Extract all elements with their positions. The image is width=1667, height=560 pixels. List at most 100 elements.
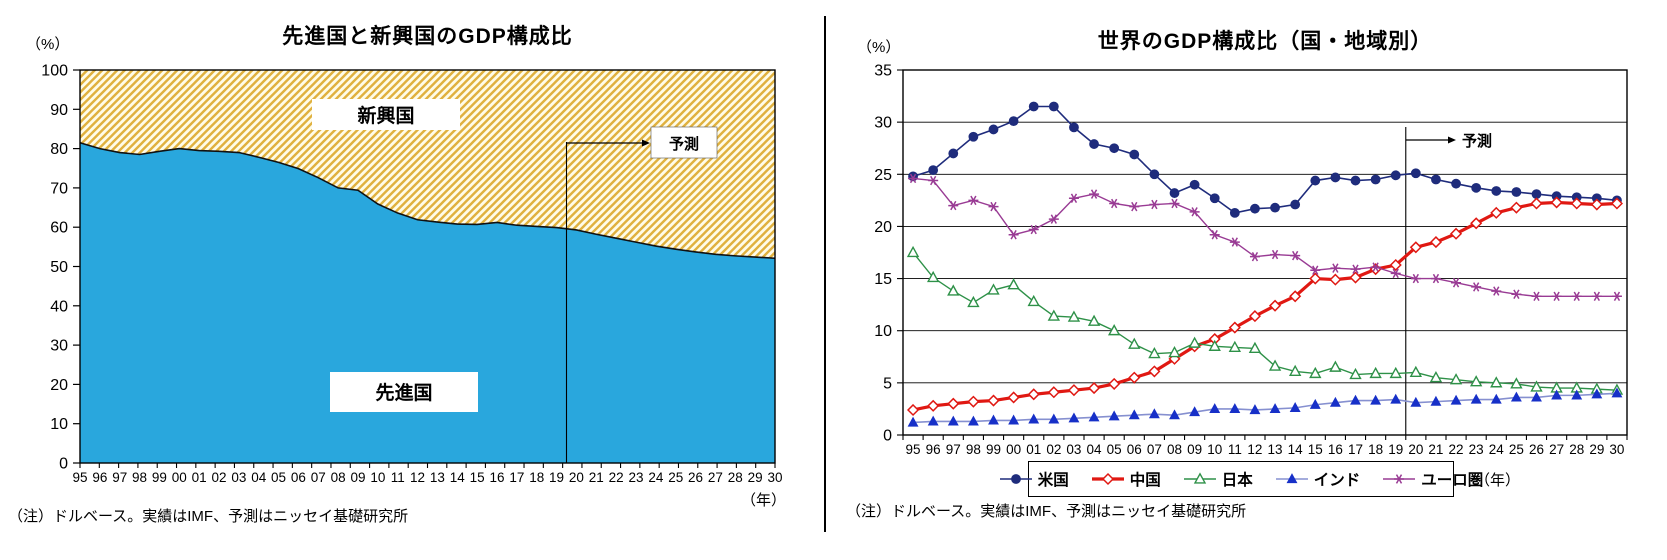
india-marker-triangle — [1008, 414, 1020, 425]
euro-marker-asterisk — [1068, 193, 1079, 203]
china-marker-diamond — [1429, 236, 1443, 249]
india-marker-triangle — [1108, 410, 1120, 421]
us-marker-circle — [1189, 179, 1200, 190]
right-chart-panel: 世界のGDP構成比（国・地域別） （%） 0 5 10 15 20 25 30 35 95 96 9… — [827, 0, 1667, 560]
china-marker-diamond — [1530, 197, 1543, 210]
legend-label: インド — [1313, 472, 1361, 489]
x-tick-label: 28 — [728, 470, 743, 485]
japan-marker-triangle — [1469, 375, 1483, 387]
y-tick-label: 20 — [50, 377, 68, 394]
y-tick-label: 30 — [874, 115, 892, 132]
euro-marker-asterisk — [1451, 278, 1462, 288]
india-marker-triangle — [1169, 409, 1180, 420]
china-marker-diamond — [1309, 272, 1322, 285]
japan-marker-triangle — [1309, 366, 1322, 379]
japan-marker-triangle — [1228, 340, 1242, 352]
x-tick-label: 02 — [1046, 442, 1061, 457]
india-marker-triangle — [1350, 394, 1361, 405]
japan-marker-triangle — [1329, 360, 1342, 372]
japan-marker-triangle — [1027, 294, 1040, 307]
india-marker-triangle — [1048, 413, 1060, 424]
india-marker-triangle — [1309, 398, 1321, 409]
us-marker-circle — [968, 131, 979, 142]
euro-marker-asterisk — [1008, 230, 1019, 240]
y-tick-label: 80 — [50, 141, 68, 158]
china-marker-diamond — [1228, 321, 1241, 334]
x-tick-label: 06 — [291, 470, 306, 485]
x-tick-label: 23 — [1469, 442, 1484, 457]
us-marker-circle — [1531, 189, 1542, 200]
x-tick-label: 99 — [152, 470, 167, 485]
japan-marker-triangle — [1208, 339, 1221, 351]
japan-marker-triangle — [1107, 324, 1121, 336]
euro-marker-asterisk — [1471, 282, 1482, 292]
x-tick-label: 10 — [370, 470, 385, 485]
emerging-label-box — [312, 99, 460, 130]
x-tick-label: 25 — [668, 470, 683, 485]
us-marker-circle — [1209, 193, 1220, 204]
developed-label: 先進国 — [375, 381, 432, 404]
日本-legend-marker-icon — [1183, 472, 1216, 484]
us-marker-circle — [1008, 116, 1019, 126]
x-tick-label: 28 — [1569, 442, 1584, 457]
x-tick-label: 02 — [211, 470, 226, 485]
euro-marker-asterisk — [1048, 214, 1059, 224]
us-marker-circle — [1491, 186, 1502, 196]
euro-marker-asterisk — [1209, 230, 1220, 240]
x-tick-label: 18 — [529, 470, 544, 485]
china-marker-diamond — [1470, 217, 1483, 230]
euro-marker-asterisk — [1089, 189, 1100, 199]
india-marker-triangle — [947, 415, 959, 426]
euro-marker-asterisk — [1410, 273, 1421, 284]
us-marker-circle — [1069, 122, 1079, 133]
japan-marker-triangle — [1007, 278, 1020, 290]
left-unit-percent-label: （%） — [26, 36, 70, 53]
india-marker-triangle — [1148, 408, 1160, 419]
india-marker-triangle — [967, 415, 979, 426]
euro-marker-asterisk — [1394, 474, 1405, 484]
x-tick-label: 30 — [767, 470, 782, 485]
china-marker-diamond — [1349, 271, 1362, 284]
us-marker-circle — [1350, 175, 1361, 186]
euro-marker-asterisk — [1531, 291, 1542, 302]
x-tick-label: 96 — [926, 442, 941, 457]
india-marker-triangle — [1490, 393, 1502, 404]
japan-marker-triangle — [1369, 366, 1382, 379]
left-note: （注）ドルベース。実績はIMF、予測はニッセイ基礎研究所 — [8, 508, 409, 525]
india-marker-triangle — [1189, 406, 1201, 417]
y-tick-label: 20 — [874, 219, 892, 236]
india-marker-triangle — [1531, 391, 1542, 402]
legend-item-中国: 中国 — [1091, 468, 1161, 490]
china-marker-diamond — [1449, 227, 1463, 240]
euro-marker-asterisk — [1129, 201, 1140, 212]
developed-area-outline — [79, 141, 776, 260]
x-tick-label: 21 — [1428, 442, 1443, 457]
euro-marker-asterisk — [968, 195, 979, 206]
x-tick-label: 03 — [1066, 442, 1081, 457]
japan-marker-triangle — [1268, 359, 1282, 371]
x-tick-label: 30 — [1609, 442, 1624, 457]
japan-marker-triangle — [1288, 364, 1302, 376]
us-marker-circle — [1169, 188, 1180, 198]
euro-marker-asterisk — [928, 175, 939, 186]
x-tick-label: 23 — [628, 470, 643, 485]
china-marker-diamond — [1550, 196, 1563, 209]
x-tick-label: 27 — [1549, 442, 1564, 457]
x-tick-label: 21 — [589, 470, 604, 485]
japan-marker-triangle — [1248, 341, 1262, 354]
japan-marker-triangle — [1193, 472, 1206, 484]
x-tick-label: 24 — [1489, 442, 1505, 457]
x-tick-label: 22 — [1449, 442, 1464, 457]
legend-label: 日本 — [1221, 472, 1253, 489]
x-tick-label: 11 — [1228, 442, 1242, 457]
インド-legend-marker-icon — [1275, 473, 1308, 484]
legend-label: 米国 — [1037, 472, 1069, 489]
y-tick-label: 10 — [874, 323, 892, 340]
india-marker-triangle — [1430, 395, 1442, 406]
us-marker-circle — [1471, 182, 1482, 193]
left-chart-panel: 先進国と新興国のGDP構成比 （%） 0 10 20 30 40 50 60 70 80 90 10… — [0, 0, 800, 560]
euro-marker-asterisk — [1109, 198, 1120, 209]
x-tick-label: 97 — [112, 470, 127, 485]
euro-marker-asterisk — [1330, 263, 1341, 273]
